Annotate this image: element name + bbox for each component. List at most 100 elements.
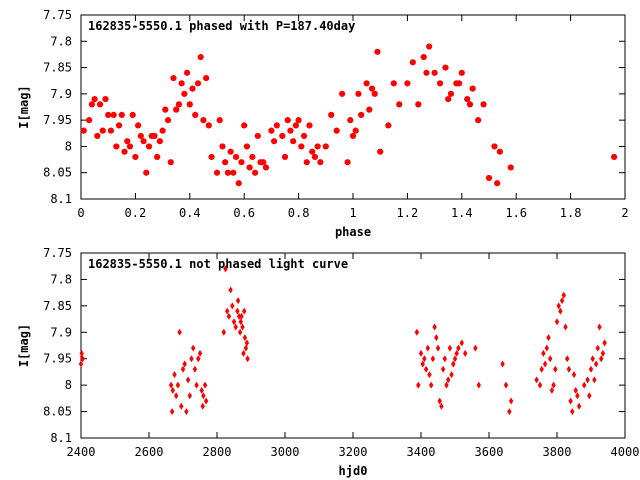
phased-data-point <box>458 69 465 76</box>
unphased-data-point <box>79 349 84 357</box>
unphased-data-point <box>169 408 175 416</box>
unphased-data-point <box>432 323 437 331</box>
phased-data-point <box>455 80 463 87</box>
phased-data-point <box>154 153 161 161</box>
unphased-chart-title: 162835-5550.1 not phased light curve <box>88 257 348 271</box>
unphased-data-point <box>537 381 543 389</box>
phased-x-tick-label: 0 <box>77 206 84 220</box>
phased-data-point <box>260 159 267 166</box>
phased-data-point <box>368 85 376 92</box>
phased-light-curve-panel: 0 0.2 0.4 0.6 0.8 1 1.2 1.4 1.6 1.8 2 7.75 7.8 7.85 7.… <box>17 8 629 239</box>
phased-data-point <box>281 153 289 161</box>
phased-data-point <box>227 148 234 155</box>
phased-data-point <box>200 117 207 124</box>
unphased-data-point <box>196 355 201 363</box>
unphased-data-point <box>192 365 198 373</box>
phased-data-point <box>396 101 403 108</box>
phased-data-point <box>426 43 433 50</box>
unphased-y-axis-label: I[mag] <box>17 324 31 367</box>
phased-data-point <box>80 127 87 134</box>
phased-data-point <box>333 127 340 134</box>
unphased-x-tick-label: 2800 <box>203 445 232 459</box>
unphased-data-point <box>78 360 84 368</box>
unphased-y-tick-label: 7.8 <box>50 272 72 286</box>
phased-data-point <box>167 159 174 166</box>
phased-data-point <box>287 127 294 134</box>
phased-y-tick-label: 7.95 <box>43 113 72 127</box>
unphased-data-point <box>185 376 191 384</box>
unphased-data-point <box>177 328 182 336</box>
phased-x-tick-label: 0.8 <box>288 206 310 220</box>
unphased-data-point <box>508 397 514 405</box>
phased-data-point <box>322 143 329 150</box>
phased-data-point <box>507 164 514 171</box>
phased-data-point <box>86 117 93 124</box>
unphased-data-point <box>172 371 177 379</box>
phased-data-point <box>222 159 229 166</box>
phased-data-point <box>420 53 427 61</box>
phased-data-point <box>366 106 373 113</box>
phased-data-point <box>232 153 240 161</box>
unphased-data-point <box>242 334 248 342</box>
phased-data-point <box>409 59 416 66</box>
phased-y-tick-label: 8 <box>65 139 72 153</box>
unphased-data-point <box>429 381 434 389</box>
unphased-x-tick-label: 3200 <box>339 445 368 459</box>
phased-y-tick-label: 7.85 <box>43 61 72 75</box>
phased-data-point <box>238 159 245 166</box>
phased-data-point <box>306 122 313 129</box>
phased-data-point <box>110 111 117 118</box>
unphased-data-point <box>463 349 468 357</box>
phased-data-point <box>328 111 335 118</box>
phased-data-point <box>208 153 215 161</box>
phased-chart-title: 162835-5550.1 phased with P=187.40day <box>88 19 355 33</box>
unphased-data-point <box>449 371 454 379</box>
phased-data-point <box>107 127 115 134</box>
phased-x-tick-label: 2 <box>621 206 628 220</box>
phased-data-point <box>447 90 455 97</box>
phased-data-point <box>194 80 202 87</box>
unphased-data-point <box>446 376 451 384</box>
unphased-x-tick-label: 2400 <box>67 445 96 459</box>
unphased-data-point <box>423 365 429 373</box>
phased-data-point <box>480 101 487 108</box>
phased-data-point <box>279 132 286 140</box>
unphased-data-point <box>168 381 174 389</box>
phased-data-point <box>431 69 438 76</box>
unphased-data-point <box>420 360 425 368</box>
phased-data-point <box>404 80 411 87</box>
phased-data-point <box>140 138 147 145</box>
phased-plot-frame <box>80 14 626 200</box>
unphased-y-tick-label: 7.75 <box>43 246 72 260</box>
unphased-data-point <box>500 360 505 368</box>
unphased-data-point <box>179 402 184 410</box>
phased-data-point <box>115 122 123 129</box>
unphased-data-point <box>174 392 179 400</box>
phased-data-point <box>423 69 430 76</box>
unphased-data-point <box>566 365 572 373</box>
unphased-data-point <box>565 355 570 363</box>
unphased-data-point <box>539 365 544 373</box>
phased-data-point <box>262 164 270 171</box>
phased-data-point <box>162 106 169 113</box>
phased-data-point <box>105 111 112 118</box>
phased-data-point <box>374 48 381 55</box>
phased-data-point <box>137 132 144 140</box>
unphased-data-point <box>197 349 203 357</box>
phased-data-point <box>246 164 253 171</box>
unphased-plot-frame <box>80 252 626 439</box>
unphased-data-point <box>559 297 565 305</box>
unphased-data-point <box>427 371 432 379</box>
phased-data-point <box>466 101 474 108</box>
phased-data-point <box>145 143 153 150</box>
unphased-data-point <box>575 392 580 400</box>
phased-data-point <box>355 90 362 97</box>
phased-x-tick-label: 0.2 <box>125 206 147 220</box>
phased-data-point <box>197 53 204 61</box>
unphased-data-point <box>182 360 187 368</box>
phased-data-point <box>317 159 324 166</box>
unphased-data-point <box>452 355 458 363</box>
unphased-y-tick-label: 7.9 <box>50 325 72 339</box>
unphased-data-point <box>203 397 209 405</box>
